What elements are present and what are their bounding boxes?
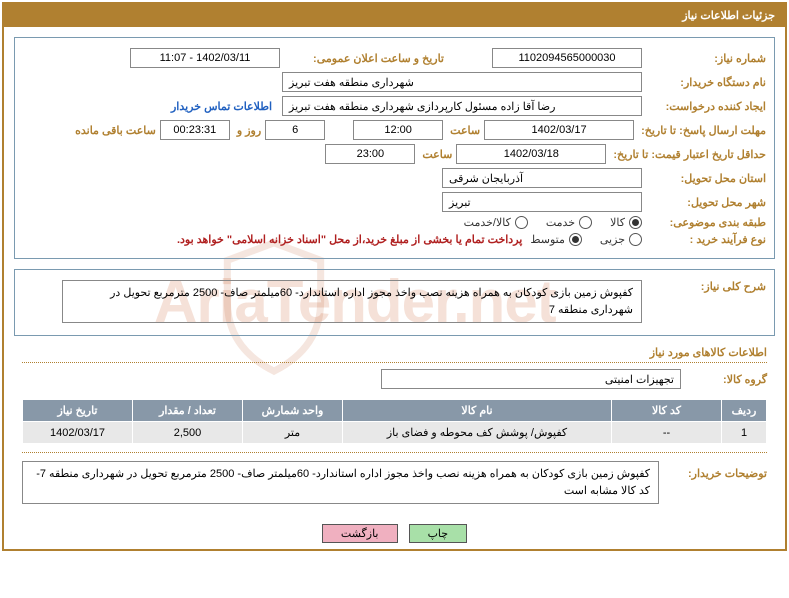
process-label: نوع فرآیند خرید : [646,233,766,246]
button-row: چاپ بازگشت [4,516,785,549]
table-cell: 2,500 [133,422,243,444]
table-row: 1--کفپوش/ پوشش کف محوطه و فضای بازمتر2,5… [23,422,767,444]
need-no-value: 1102094565000030 [492,48,642,68]
radio-dot-icon [569,233,582,246]
radio-dot-icon [629,216,642,229]
resp-date-value: 1402/03/17 [484,120,634,140]
city-label: شهر محل تحویل: [646,196,766,209]
buyer-contact-link[interactable]: اطلاعات تماس خریدار [171,100,278,113]
goods-section-title: اطلاعات کالاهای مورد نیاز [22,346,767,363]
buyer-org-label: نام دستگاه خریدار: [646,76,766,89]
general-desc-value: کفپوش زمین بازی کودکان به همراه هزینه نص… [62,280,642,323]
announce-dt-label: تاریخ و ساعت اعلان عمومی: [284,52,444,65]
radio-kala[interactable]: کالا [610,216,642,229]
hour-label-2: ساعت [419,148,452,161]
table-header: تاریخ نیاز [23,400,133,422]
announce-dt-value: 1402/03/11 - 11:07 [130,48,280,68]
remain-time-value: 00:23:31 [160,120,230,140]
radio-dot-icon [629,233,642,246]
process-radio-group: جزیی متوسط [530,233,642,246]
radio-kala-khedmat[interactable]: کالا/خدمت [464,216,528,229]
hours-remain-label: ساعت باقی مانده [72,124,156,137]
table-header: کد کالا [612,400,722,422]
general-desc-label: شرح کلی نیاز: [646,280,766,293]
back-button[interactable]: بازگشت [322,524,398,543]
table-cell: متر [243,422,343,444]
radio-motavaset[interactable]: متوسط [530,233,582,246]
radio-khedmat[interactable]: خدمت [546,216,592,229]
price-date-value: 1402/03/18 [456,144,606,164]
panel-title: جزئیات اطلاعات نیاز [4,4,785,27]
city-value: تبریز [442,192,642,212]
desc-fieldset: شرح کلی نیاز: کفپوش زمین بازی کودکان به … [14,269,775,336]
buyer-notes-value: کفپوش زمین بازی کودکان به همراه هزینه نص… [22,461,659,504]
table-cell: کفپوش/ پوشش کف محوطه و فضای باز [343,422,612,444]
print-button[interactable]: چاپ [409,524,468,543]
subject-class-label: طبقه بندی موضوعی: [646,216,766,229]
table-header: تعداد / مقدار [133,400,243,422]
info-fieldset: شماره نیاز: 1102094565000030 تاریخ و ساع… [14,37,775,259]
days-and-label: روز و [234,124,261,137]
table-cell: 1402/03/17 [23,422,133,444]
province-label: استان محل تحویل: [646,172,766,185]
need-no-label: شماره نیاز: [646,52,766,65]
main-panel: جزئیات اطلاعات نیاز AriaTender.net شماره… [2,2,787,551]
goods-group-input[interactable] [381,369,681,389]
hour-label-1: ساعت [447,124,480,137]
price-time-value: 23:00 [325,144,415,164]
table-header: ردیف [722,400,767,422]
buyer-org-value: شهرداری منطقه هفت تبریز [282,72,642,92]
table-cell: -- [612,422,722,444]
goods-group-label: گروه کالا: [687,373,767,386]
requester-label: ایجاد کننده درخواست: [646,100,766,113]
requester-value: رضا آقا زاده مسئول کارپردازی شهرداری منط… [282,96,642,116]
buyer-notes-label: توضیحات خریدار: [667,461,767,480]
subject-radio-group: کالا خدمت کالا/خدمت [464,216,642,229]
process-note: پرداخت تمام یا بخشی از مبلغ خرید،از محل … [177,233,526,246]
remain-days-value: 6 [265,120,325,140]
radio-dot-icon [579,216,592,229]
resp-deadline-label: مهلت ارسال پاسخ: تا تاریخ: [638,124,766,137]
province-value: آذربایجان شرقی [442,168,642,188]
resp-time-value: 12:00 [353,120,443,140]
radio-jozi[interactable]: جزیی [600,233,642,246]
table-header: نام کالا [343,400,612,422]
goods-table: ردیفکد کالانام کالاواحد شمارشتعداد / مقد… [22,399,767,444]
table-cell: 1 [722,422,767,444]
table-header: واحد شمارش [243,400,343,422]
radio-dot-icon [515,216,528,229]
price-validity-label: حداقل تاریخ اعتبار قیمت: تا تاریخ: [610,148,766,161]
